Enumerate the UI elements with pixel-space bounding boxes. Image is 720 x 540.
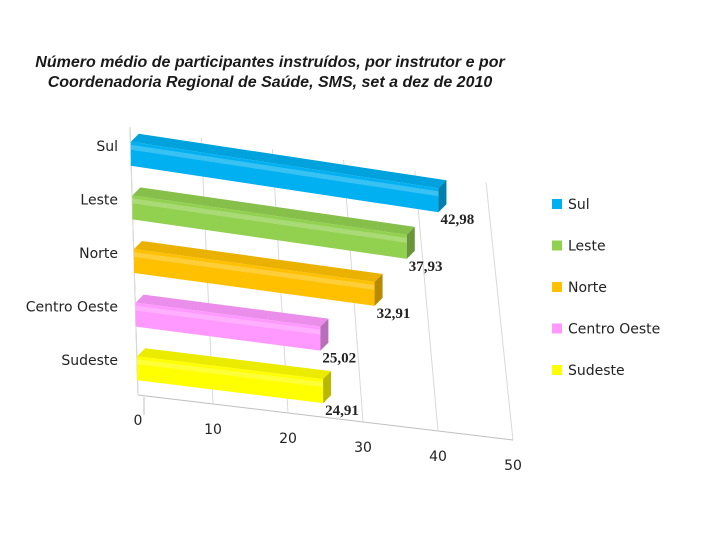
legend-label: Leste [568,239,606,255]
bar-top-face [137,348,332,380]
data-label: 32,91 [377,306,411,322]
bar-highlight [130,144,439,197]
legend-item: Sul [552,197,590,213]
legend-swatch [552,240,562,251]
chart-labels: 0 10 20 30 40 50 Sul 42,98 Leste 37,93 Norte 32,91 C… [26,139,522,474]
legend-swatch [552,282,562,292]
x-tick-label: 0 [134,413,143,429]
x-tick-label: 20 [279,431,297,447]
legend-label: Centro Oeste [568,322,660,338]
legend-item: Norte [552,280,607,296]
category-label: Norte [79,246,118,262]
chart-title-line-1: Número médio de participantes instruídos… [35,54,505,71]
data-label: 24,91 [325,403,359,419]
category-label: Leste [80,192,118,208]
bar-highlight [135,305,321,335]
bar-leste [132,187,415,259]
legend-item: Sudeste [552,363,625,379]
legend-item: Centro Oeste [552,322,660,338]
x-tick-label: 30 [354,440,372,456]
bar-centro-oeste [135,294,329,351]
gridline [414,170,439,432]
category-label: Centro Oeste [26,300,118,316]
bar-front-face [130,141,439,213]
data-label: 37,93 [409,259,443,275]
legend-label: Sul [568,197,590,213]
legend-swatch [552,199,562,209]
category-label: Sudeste [61,353,118,369]
bar-sudeste [137,348,332,404]
bar-highlight [137,359,324,388]
legend-swatch [552,323,562,334]
x-tick-label: 50 [504,458,522,474]
chart-bars [130,133,447,404]
bar-end-face [374,273,383,306]
legend-item: Leste [552,239,606,255]
bar-norte [134,241,383,306]
x-tick-label: 40 [429,449,447,465]
bar-top-face [132,187,415,235]
gridline [485,181,514,441]
bar-highlight [134,252,375,290]
bar-highlight [132,198,407,243]
category-label: Sul [96,139,118,155]
bar-front-face [134,249,375,306]
chart-title: Número médio de participantes instruídos… [35,54,505,91]
bar-front-face [132,195,407,259]
chart-title-line-2: Coordenadoria Regional de Saúde, SMS, se… [48,74,493,91]
chart-legend: Sul Leste Norte Centro Oeste Sudeste [552,197,660,379]
bar-sul [130,133,447,213]
legend-label: Norte [568,280,607,296]
bar-top-face [130,133,447,189]
x-axis-line [137,394,514,441]
x-tick-label: 10 [204,422,222,438]
bar-top-face [134,241,383,282]
bar-front-face [137,356,324,404]
bar-front-face [135,302,321,351]
bar-end-face [406,226,415,259]
bar-end-face [320,318,329,351]
legend-label: Sudeste [568,363,625,379]
bar-end-face [438,180,447,213]
legend-swatch [552,365,562,375]
data-label: 42,98 [440,212,474,228]
bar-end-face [323,371,332,404]
data-label: 25,02 [322,351,356,367]
bar-top-face [135,294,329,327]
